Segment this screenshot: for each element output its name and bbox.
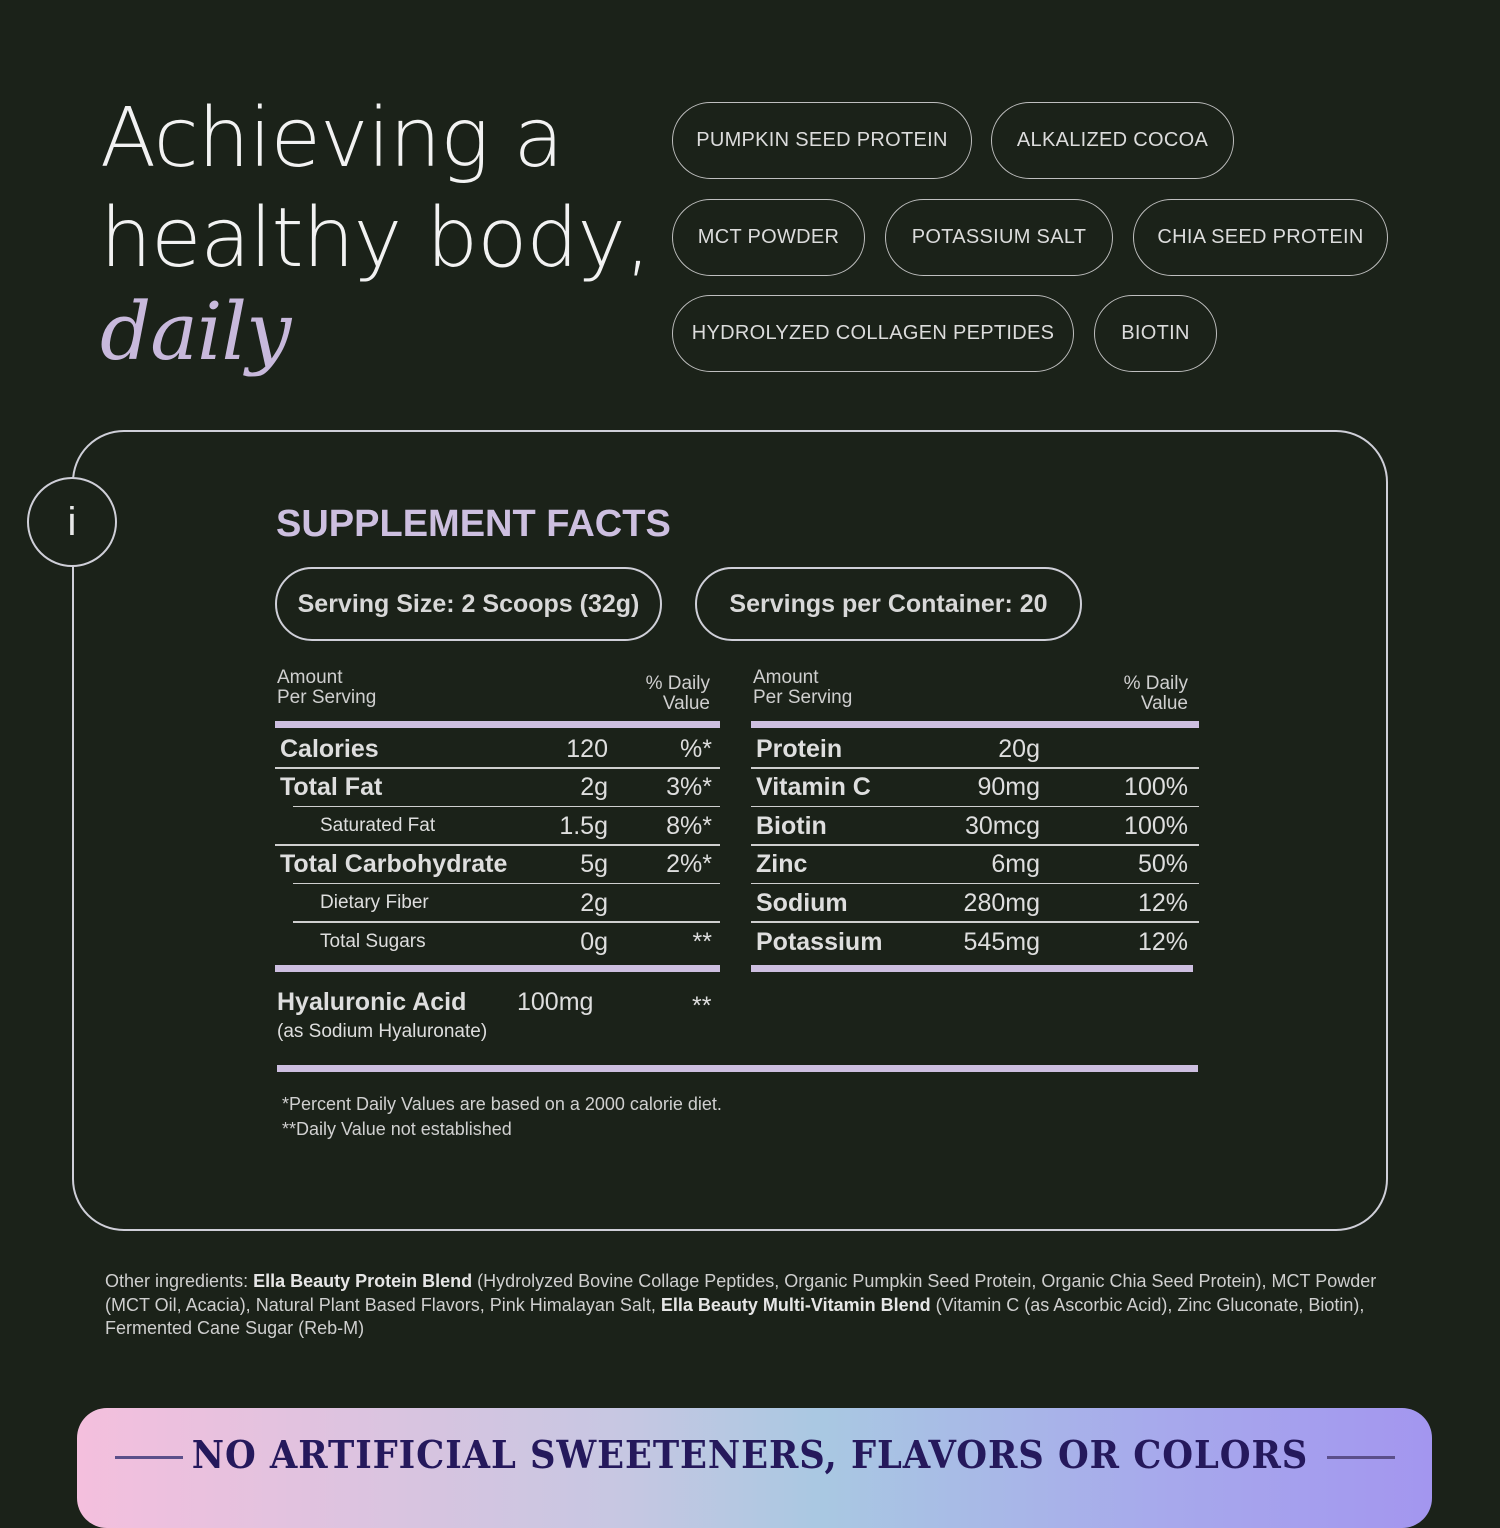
nutrient-amount: 30mcg xyxy=(964,811,1040,840)
nutrient-dv xyxy=(592,884,712,922)
thick-divider xyxy=(751,721,1199,728)
nutrient-amount: 2g xyxy=(580,888,608,917)
row-divider xyxy=(751,844,1199,846)
other-ingredients: Other ingredients: Ella Beauty Protein B… xyxy=(105,1270,1405,1341)
nutrient-name: Zinc xyxy=(756,850,808,879)
nutrient-amount: 20g xyxy=(998,734,1040,763)
nutrient-dv: 12% xyxy=(1137,888,1188,917)
ingredient-pill: BIOTIN xyxy=(1094,295,1217,372)
protein-blend: Ella Beauty Protein Blend xyxy=(253,1271,473,1291)
nutrient-name: Potassium xyxy=(756,927,883,956)
headline-line-3: daily xyxy=(100,285,291,378)
nutrient-dv: 50% xyxy=(1137,850,1188,879)
nutrient-name: Vitamin C xyxy=(756,773,871,802)
nutrient-name: Saturated Fat xyxy=(320,815,436,837)
ingredient-pill: PUMPKIN SEED PROTEIN xyxy=(672,102,972,179)
row-divider xyxy=(293,921,720,923)
nutrient-amount: 280mg xyxy=(963,888,1040,917)
nutrient-name: Sodium xyxy=(756,888,848,917)
header-value: Value xyxy=(662,693,710,714)
other-ingredients-text: (Hydrolyzed Bovine Collage Peptides, Org… xyxy=(105,1271,1377,1315)
ingredient-pill: ALKALIZED COCOA xyxy=(991,102,1234,179)
thick-divider xyxy=(275,965,720,972)
row-divider xyxy=(751,882,1199,885)
nutrient-name: Protein xyxy=(756,734,843,763)
nutrient-dv: 12% xyxy=(1137,927,1188,956)
nutrient-amount: 5g xyxy=(580,850,608,879)
nutrient-dv: 100% xyxy=(1124,773,1188,802)
nutrient-dv: 3%* xyxy=(666,773,712,802)
header-dv: % Daily xyxy=(1123,673,1188,694)
banner-dash xyxy=(1327,1456,1395,1459)
nutrient-dv: %* xyxy=(680,734,712,763)
ingredient-pill: CHIA SEED PROTEIN xyxy=(1133,199,1388,276)
header-amount: Amount xyxy=(277,667,343,688)
row-divider xyxy=(751,805,1199,808)
header-value: Value xyxy=(1140,693,1188,714)
nutrient-amount: 6mg xyxy=(991,850,1040,879)
info-icon: i xyxy=(27,477,117,567)
nutrient-amount: 545mg xyxy=(963,927,1040,956)
nutrient-name: Total Sugars xyxy=(320,931,426,952)
servings-per-container: Servings per Container: 20 xyxy=(695,567,1082,641)
hyaluronic-dv: ** xyxy=(692,991,712,1020)
facts-title: SUPPLEMENT FACTS xyxy=(276,503,671,545)
row-divider xyxy=(751,921,1199,923)
nutrient-amount: 1.5g xyxy=(559,811,608,840)
row-divider xyxy=(275,767,720,769)
other-ingredients-text: (Vitamin C (as Ascorbic Acid), Zinc Gluc… xyxy=(105,1294,1365,1339)
row-divider xyxy=(293,805,720,808)
header-per-serving: Per Serving xyxy=(277,687,377,708)
header-amount: Amount xyxy=(753,667,819,688)
nutrient-amount: 0g xyxy=(580,927,608,956)
footnote-2: **Daily Value not established xyxy=(282,1119,512,1139)
nutrient-dv xyxy=(1068,730,1188,768)
thick-divider xyxy=(275,721,720,728)
banner-text: NO ARTIFICIAL SWEETENERS, FLAVORS OR COL… xyxy=(191,1432,1309,1477)
footnote-1: *Percent Daily Values are based on a 200… xyxy=(282,1094,722,1114)
other-ingredients-label: Other ingredients: xyxy=(105,1271,254,1291)
serving-size: Serving Size: 2 Scoops (32g) xyxy=(275,567,662,641)
nutrient-name: Calories xyxy=(280,734,379,763)
header-dv: % Daily xyxy=(645,673,710,694)
ingredient-pill: MCT POWDER xyxy=(672,199,865,276)
ingredient-pill: POTASSIUM SALT xyxy=(885,199,1113,276)
vitamin-blend: Ella Beauty Multi-Vitamin Blend xyxy=(660,1294,931,1315)
nutrient-name: Dietary Fiber xyxy=(320,892,429,914)
nutrient-amount: 2g xyxy=(580,773,608,802)
nutrient-dv: 100% xyxy=(1124,811,1188,840)
hyaluronic-sub: (as Sodium Hyaluronate) xyxy=(277,1021,488,1042)
nutrient-dv: ** xyxy=(692,927,712,956)
row-divider xyxy=(293,882,720,885)
nutrient-name: Biotin xyxy=(756,811,827,840)
banner-dash xyxy=(115,1456,183,1459)
supplement-facts-card xyxy=(72,430,1388,1231)
row-divider xyxy=(275,844,720,846)
nutrient-amount: 90mg xyxy=(977,773,1040,802)
headline-line-2: healthy body, xyxy=(100,191,651,286)
ingredient-pill: HYDROLYZED COLLAGEN PEPTIDES xyxy=(672,295,1074,372)
hyaluronic-amount: 100mg xyxy=(517,987,594,1016)
bottom-divider xyxy=(277,1065,1198,1072)
nutrient-name: Total Carbohydrate xyxy=(280,850,508,879)
thick-divider xyxy=(751,965,1193,972)
nutrient-dv: 2%* xyxy=(666,850,712,879)
nutrient-dv: 8%* xyxy=(666,811,712,840)
headline-line-1: Achieving a xyxy=(100,91,564,186)
hyaluronic-name: Hyaluronic Acid xyxy=(277,987,467,1016)
row-divider xyxy=(751,767,1199,769)
nutrient-amount: 120 xyxy=(566,734,608,763)
nutrient-name: Total Fat xyxy=(280,773,383,802)
header-per-serving: Per Serving xyxy=(753,687,853,708)
